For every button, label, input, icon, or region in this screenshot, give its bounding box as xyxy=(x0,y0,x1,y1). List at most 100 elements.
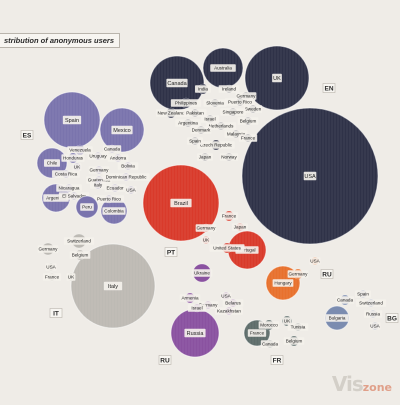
bubble-label: Israel xyxy=(204,117,215,122)
bubble-label: El Salvador xyxy=(62,194,86,199)
bubble-label: Puerto Rico xyxy=(228,100,252,105)
bubble-label: Singapore xyxy=(223,110,244,115)
bubble-label-bg xyxy=(197,141,235,149)
bubble-label-bg xyxy=(66,273,76,281)
group-es: Spain Mexico Chile Argentina Venezuela Canada… xyxy=(36,91,150,225)
bubble-label: Russia xyxy=(187,331,205,337)
bubble-label: Germany xyxy=(237,94,257,99)
bubble-label: Colombia xyxy=(104,209,124,214)
bubble-label: Hungary xyxy=(274,281,292,286)
bubble-label: Portugal xyxy=(238,248,255,253)
bubble-label-bg xyxy=(111,125,133,135)
bubble-label: Andorra xyxy=(110,156,127,161)
bubble-label-bg xyxy=(104,184,126,192)
bubble-label: Argentina xyxy=(46,196,66,201)
bubble-label-bg xyxy=(287,323,309,331)
bubble-label-bg xyxy=(355,299,387,307)
bubble-label: Spain xyxy=(65,118,79,124)
bubble-label-bg xyxy=(183,109,207,117)
bubble-label-bg xyxy=(90,181,106,189)
bubble-label: Venezuela xyxy=(69,148,91,153)
bubble-label: Dominican Republic xyxy=(106,175,148,180)
bubble-label: Belgium xyxy=(72,253,89,258)
bubble-label: Sweden xyxy=(245,107,262,112)
bubble-label-bg xyxy=(222,299,244,307)
bubble-label: Bulgaria xyxy=(329,316,346,321)
group-label: IT xyxy=(53,310,59,317)
bubble-label-bg xyxy=(195,224,217,232)
bubble-label: Ukraine xyxy=(194,271,210,276)
group-label-box xyxy=(20,130,34,140)
bubble-label-bg xyxy=(209,244,245,252)
bubble-label: USA xyxy=(126,188,136,193)
bubble-label-bg xyxy=(166,78,188,88)
bubble-label: USA xyxy=(304,174,316,180)
bubble-label: Belgium xyxy=(240,119,257,124)
bubble-label-bg xyxy=(42,273,62,281)
bubble-label-bg xyxy=(67,146,93,154)
bubble-label-bg xyxy=(45,263,57,271)
bubble-label-bg xyxy=(102,145,122,153)
group-label-box xyxy=(320,269,334,279)
group-label: RU xyxy=(160,357,170,364)
bubble-label: Argentina xyxy=(178,121,198,126)
bubble-label: Philippines xyxy=(175,101,198,106)
bubble-label-bg xyxy=(175,119,201,127)
bubble-label-bg xyxy=(179,294,201,302)
bubble-label-bg xyxy=(369,322,381,330)
bubble-label-bg xyxy=(103,281,123,291)
bubble-label-bg xyxy=(309,257,321,265)
bubble-label-bg xyxy=(187,137,203,145)
bubble-label: Germany xyxy=(199,303,219,308)
bubble-label: Norway xyxy=(221,155,237,160)
group-label-box xyxy=(164,247,178,257)
bubble-label-bg xyxy=(238,134,258,142)
bubble-label: Puerto Rico xyxy=(97,197,121,202)
group-label: ES xyxy=(23,132,32,139)
bubble-label: France xyxy=(45,275,60,280)
bubble-label-bg xyxy=(170,99,202,107)
group-label-box xyxy=(158,355,172,365)
bubble-label-bg xyxy=(170,198,192,208)
bubble-label: Nicaragua xyxy=(59,186,80,191)
bubble-label: Canada xyxy=(167,81,187,87)
bubble-label: France xyxy=(222,214,237,219)
bubble-label-bg xyxy=(237,117,259,125)
bubble-label: Japan xyxy=(199,155,212,160)
bubble-label: Malaysia xyxy=(227,132,246,137)
bubble-label-bg xyxy=(197,153,213,161)
bubble-label: UK xyxy=(273,76,281,82)
bubble-label: Switzerland xyxy=(67,239,91,244)
bubble-label: Germany xyxy=(289,272,309,277)
bubble-label: India xyxy=(198,87,208,92)
bubble-label: France xyxy=(241,136,256,141)
bubble-label-bg xyxy=(102,173,150,181)
bubble-label-bg xyxy=(187,304,207,312)
bubble-label: Canada xyxy=(262,342,279,347)
bubble-label: UK xyxy=(68,275,75,280)
bubble-label: Mexico xyxy=(113,128,130,134)
bubble-label: Tunisia xyxy=(291,325,306,330)
bubble-label-bg xyxy=(190,126,212,134)
bubble-label-bg xyxy=(258,321,280,329)
bubble-label: UK xyxy=(284,319,291,324)
group-label: RU xyxy=(322,271,332,278)
bubble-label: Honduras xyxy=(63,156,84,161)
bubble-label-bg xyxy=(201,236,211,244)
bubble-label: Chile xyxy=(47,161,58,166)
bubble-label-bg xyxy=(224,98,256,106)
bubble-label-bg xyxy=(260,340,280,348)
bubble-label-bg xyxy=(52,170,80,178)
bubble-label-bg xyxy=(107,154,129,162)
group-label: FR xyxy=(273,357,282,364)
bubble-label: Netherlands xyxy=(209,124,234,129)
bubble-label: Guatemala xyxy=(88,178,111,183)
bubble-label-bg xyxy=(243,105,263,113)
bubble-label: Italy xyxy=(108,284,118,290)
bubble-label: Morocco xyxy=(260,323,278,328)
bubble-label: Belarus xyxy=(225,301,241,306)
